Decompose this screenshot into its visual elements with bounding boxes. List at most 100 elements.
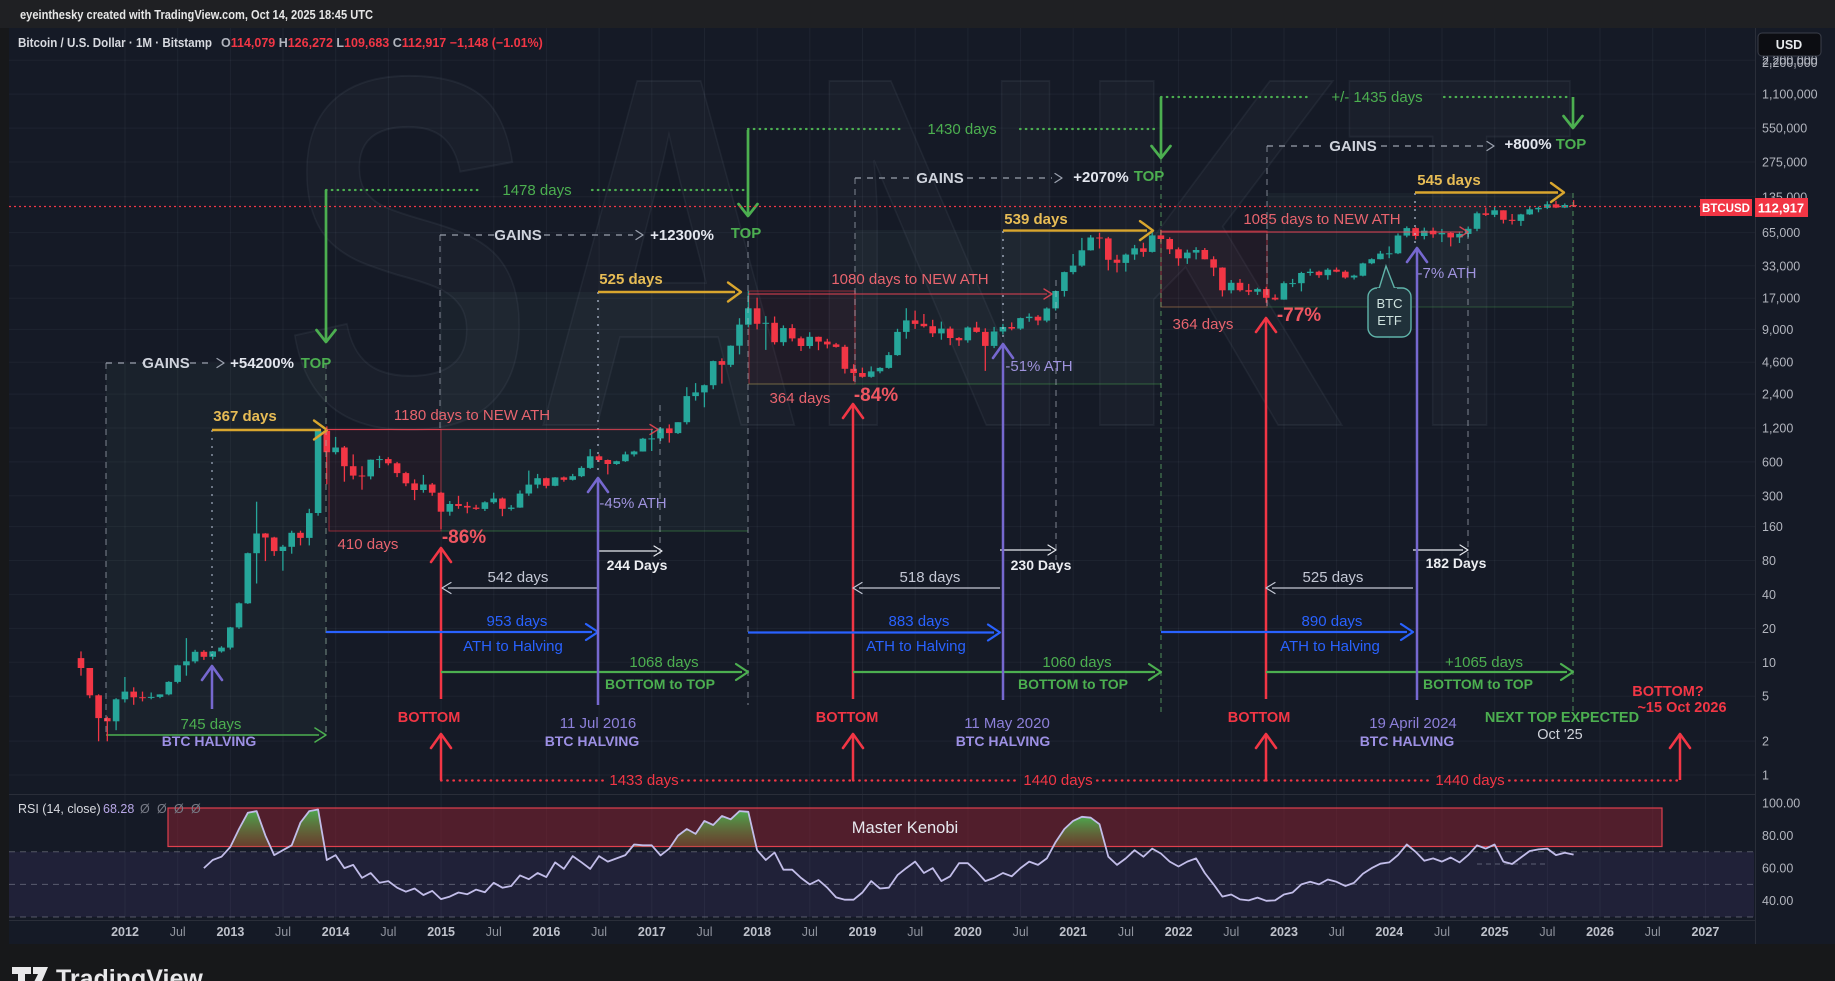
svg-text:TOP: TOP — [1556, 136, 1587, 153]
svg-text:182 Days: 182 Days — [1426, 555, 1487, 571]
svg-text:-45% ATH: -45% ATH — [599, 495, 666, 512]
svg-text:1433 days: 1433 days — [609, 772, 678, 789]
svg-text:2026: 2026 — [1586, 925, 1614, 939]
svg-text:Ø: Ø — [174, 802, 184, 816]
svg-text:1440 days: 1440 days — [1023, 772, 1092, 789]
svg-text:2020: 2020 — [954, 925, 982, 939]
svg-text:60.00: 60.00 — [1762, 862, 1793, 876]
svg-text:745 days: 745 days — [181, 716, 242, 733]
svg-text:Master Kenobi: Master Kenobi — [852, 819, 958, 837]
svg-text:364 days: 364 days — [1173, 316, 1234, 333]
svg-text:BOTTOM?: BOTTOM? — [1632, 684, 1704, 700]
svg-text:525 days: 525 days — [599, 271, 662, 288]
svg-text:Jul: Jul — [1645, 925, 1661, 939]
svg-text:BOTTOM: BOTTOM — [816, 710, 879, 726]
svg-text:TradingView: TradingView — [56, 965, 203, 981]
svg-text:BTC HALVING: BTC HALVING — [162, 733, 257, 749]
svg-text:1080 days to NEW ATH: 1080 days to NEW ATH — [831, 271, 988, 288]
svg-text:TOP: TOP — [731, 225, 762, 242]
svg-text:NEXT TOP EXPECTED: NEXT TOP EXPECTED — [1485, 710, 1639, 726]
svg-text:244 Days: 244 Days — [607, 557, 668, 573]
svg-text:Jul: Jul — [486, 925, 502, 939]
svg-text:275,000: 275,000 — [1762, 156, 1807, 170]
svg-text:2016: 2016 — [532, 925, 560, 939]
svg-text:525 days: 525 days — [1303, 569, 1364, 586]
svg-text:BOTTOM to TOP: BOTTOM to TOP — [605, 676, 715, 692]
svg-text:883 days: 883 days — [889, 613, 950, 630]
svg-text:2,400: 2,400 — [1762, 388, 1793, 402]
svg-text:BTC HALVING: BTC HALVING — [545, 733, 640, 749]
svg-text:2013: 2013 — [216, 925, 244, 939]
svg-text:545 days: 545 days — [1417, 172, 1480, 189]
svg-text:-7% ATH: -7% ATH — [1418, 265, 1477, 282]
svg-text:80: 80 — [1762, 554, 1776, 568]
svg-text:-86%: -86% — [442, 527, 486, 548]
svg-text:Jul: Jul — [1013, 925, 1029, 939]
svg-text:1,100,000: 1,100,000 — [1762, 88, 1818, 102]
svg-text:Ø: Ø — [140, 802, 150, 816]
svg-text:BOTTOM to TOP: BOTTOM to TOP — [1423, 676, 1533, 692]
svg-text:TOP: TOP — [1134, 168, 1165, 185]
svg-text:542 days: 542 days — [488, 569, 549, 586]
svg-text:2: 2 — [1762, 735, 1769, 749]
svg-text:2025: 2025 — [1481, 925, 1509, 939]
svg-text:300: 300 — [1762, 489, 1783, 503]
svg-text:539 days: 539 days — [1004, 211, 1067, 228]
svg-text:ATH to Halving: ATH to Halving — [866, 638, 966, 655]
svg-text:~15 Oct 2026: ~15 Oct 2026 — [1637, 700, 1726, 716]
svg-text:+/- 1435 days: +/- 1435 days — [1331, 89, 1422, 106]
svg-text:RSI (14, close): RSI (14, close) — [18, 802, 101, 816]
svg-text:600: 600 — [1762, 455, 1783, 469]
svg-text:11 May 2020: 11 May 2020 — [964, 715, 1050, 732]
svg-text:Jul: Jul — [1329, 925, 1345, 939]
svg-text:BOTTOM: BOTTOM — [1228, 710, 1291, 726]
svg-text:1430 days: 1430 days — [927, 121, 996, 138]
svg-text:-51% ATH: -51% ATH — [1005, 358, 1072, 375]
svg-text:Jul: Jul — [1223, 925, 1239, 939]
svg-text:Jul: Jul — [380, 925, 396, 939]
svg-text:BOTTOM to TOP: BOTTOM to TOP — [1018, 676, 1128, 692]
svg-text:+2070%: +2070% — [1073, 169, 1128, 186]
svg-text:2018: 2018 — [743, 925, 771, 939]
svg-text:BOTTOM: BOTTOM — [398, 710, 461, 726]
svg-text:2024: 2024 — [1375, 925, 1403, 939]
svg-text:40: 40 — [1762, 588, 1776, 602]
svg-text:BTC HALVING: BTC HALVING — [1360, 733, 1455, 749]
svg-text:2017: 2017 — [638, 925, 666, 939]
svg-text:518 days: 518 days — [900, 569, 961, 586]
svg-text:9,000: 9,000 — [1762, 323, 1793, 337]
svg-text:TOP: TOP — [301, 355, 332, 372]
svg-text:550,000: 550,000 — [1762, 122, 1807, 136]
svg-text:1060 days: 1060 days — [1042, 654, 1111, 671]
svg-text:Jul: Jul — [275, 925, 291, 939]
svg-text:1180 days to NEW ATH: 1180 days to NEW ATH — [394, 407, 550, 424]
svg-text:20: 20 — [1762, 622, 1776, 636]
svg-text:ATH to Halving: ATH to Halving — [463, 638, 563, 655]
svg-text:Jul: Jul — [1434, 925, 1450, 939]
svg-text:890 days: 890 days — [1302, 613, 1363, 630]
svg-text:Bitcoin / U.S. Dollar · 1M · B: Bitcoin / U.S. Dollar · 1M · Bitstamp — [18, 36, 212, 50]
svg-text:230 Days: 230 Days — [1011, 557, 1072, 573]
svg-text:eyeinthesky created with Tradi: eyeinthesky created with TradingView.com… — [20, 8, 373, 22]
svg-text:1: 1 — [1762, 769, 1769, 783]
svg-text:953 days: 953 days — [487, 613, 548, 630]
svg-text:364 days: 364 days — [770, 390, 831, 407]
svg-text:11 Jul 2016: 11 Jul 2016 — [560, 715, 636, 732]
svg-text:Jul: Jul — [1118, 925, 1134, 939]
svg-text:410 days: 410 days — [338, 536, 399, 553]
svg-text:Jul: Jul — [591, 925, 607, 939]
svg-text:Jul: Jul — [170, 925, 186, 939]
svg-text:2021: 2021 — [1059, 925, 1087, 939]
svg-text:10: 10 — [1762, 656, 1776, 670]
svg-text:+1065 days: +1065 days — [1445, 654, 1523, 671]
svg-text:40.00: 40.00 — [1762, 894, 1793, 908]
svg-text:5: 5 — [1762, 690, 1769, 704]
svg-text:Jul: Jul — [697, 925, 713, 939]
svg-text:2,200,000: 2,200,000 — [1762, 54, 1818, 68]
svg-text:68.28: 68.28 — [103, 802, 134, 816]
svg-text:2019: 2019 — [849, 925, 877, 939]
svg-text:1068 days: 1068 days — [629, 654, 698, 671]
svg-text:-84%: -84% — [854, 385, 898, 406]
svg-text:Ø: Ø — [191, 802, 201, 816]
svg-text:19 April 2024: 19 April 2024 — [1369, 715, 1457, 732]
